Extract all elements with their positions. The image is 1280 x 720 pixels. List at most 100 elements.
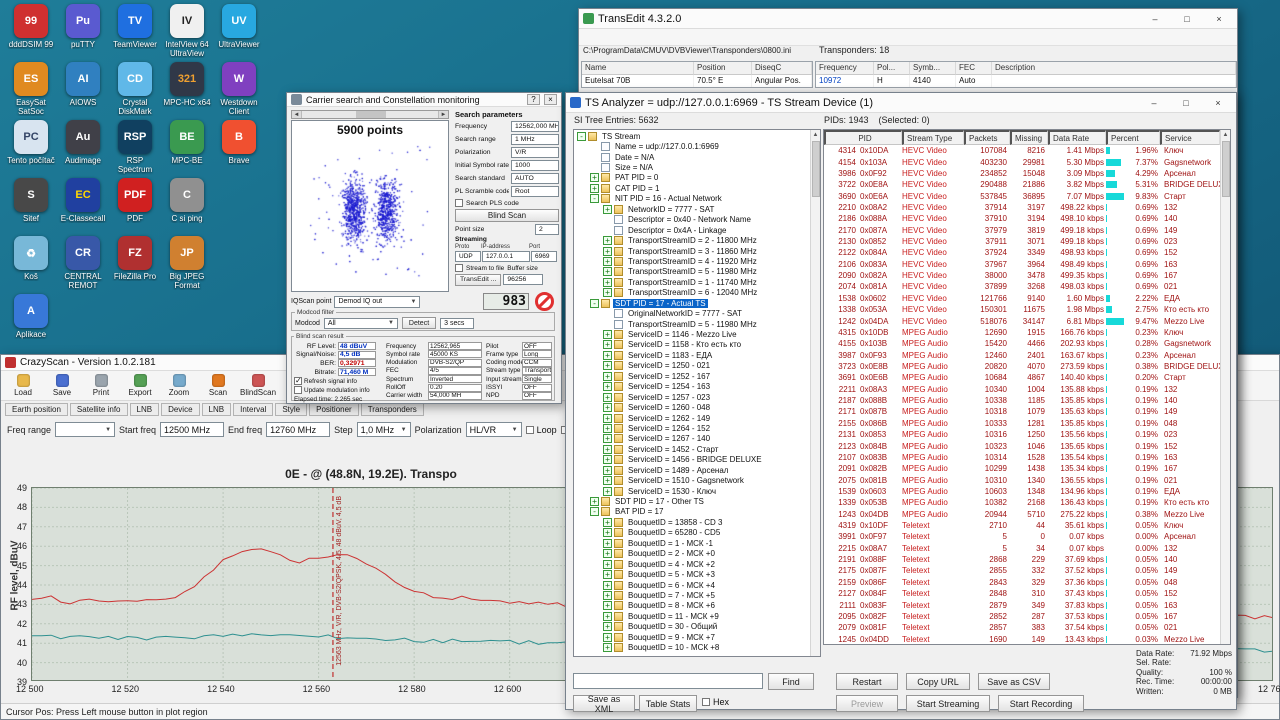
- scroll-right-icon[interactable]: ►: [438, 111, 448, 118]
- tree-item[interactable]: - TS Stream: [574, 131, 810, 141]
- detect-button[interactable]: Detect: [401, 317, 437, 329]
- scrollbar-thumb[interactable]: [811, 141, 820, 197]
- tree-item[interactable]: + TransportStreamID = 5 - 11980 MHz: [574, 267, 810, 277]
- pid-row[interactable]: 2111 0x083F Teletext 2879 349 37.83 kbps…: [839, 600, 1178, 610]
- tree-item[interactable]: + ServiceID = 1452 - Старт: [574, 444, 810, 454]
- desktop-icon[interactable]: TV TeamViewer: [110, 4, 160, 49]
- step-select[interactable]: 1,0 MHz ▼: [356, 422, 411, 437]
- tree-item[interactable]: TransportStreamID = 5 - 11980 MHz: [574, 319, 810, 329]
- tree-expander[interactable]: +: [590, 183, 599, 193]
- tree-item[interactable]: + ServiceID = 1158 - Кто есть кто: [574, 340, 810, 350]
- tree-expander[interactable]: +: [603, 204, 612, 214]
- tree-item[interactable]: + BouquetID = 8 - МСК +6: [574, 601, 810, 611]
- save-as-csv-button[interactable]: Save as CSV: [978, 673, 1050, 690]
- pid-row[interactable]: 1242 0x04DA HEVC Video 518076 34147 6.81…: [838, 316, 1205, 326]
- tree-item[interactable]: + BouquetID = 1 - МСК -1: [574, 538, 810, 548]
- pid-row[interactable]: 2106 0x083A HEVC Video 37967 3964 498.49…: [838, 259, 1178, 269]
- tree-expander[interactable]: +: [603, 350, 612, 360]
- tree-scrollbar[interactable]: ▲: [810, 130, 820, 656]
- detect-interval-input[interactable]: 3 secs: [440, 317, 475, 329]
- satellite-row-cell[interactable]: 70.5° E: [694, 75, 752, 87]
- transedit-titlebar[interactable]: TransEdit 4.3.2.0 – □ ×: [579, 9, 1237, 29]
- desktop-icon[interactable]: W Westdown Client: [214, 62, 264, 116]
- crazyscan-tab[interactable]: Device: [161, 403, 200, 416]
- tree-item[interactable]: + BouquetID = 10 - МСК +8: [574, 642, 810, 653]
- tree-expander[interactable]: +: [603, 476, 612, 486]
- toolbar-button[interactable]: BlindScan: [239, 372, 277, 400]
- tree-item[interactable]: OriginalNetworkID = 7777 - SAT: [574, 308, 810, 319]
- toolbar-button[interactable]: Zoom: [161, 372, 197, 400]
- pid-row[interactable]: 1339 0x053B MPEG Audio 10382 2168 136.43…: [838, 498, 1210, 508]
- tree-item[interactable]: + ServiceID = 1252 - 167: [574, 371, 810, 381]
- tree-item[interactable]: + ServiceID = 1530 - Ключ: [574, 486, 810, 496]
- pid-row[interactable]: 3722 0x0E8A HEVC Video 290488 21886 3.82…: [838, 180, 1220, 190]
- pid-row[interactable]: 2210 0x08A2 HEVC Video 37914 3197 498.22…: [838, 202, 1178, 212]
- column-header-percent[interactable]: Percent: [1106, 130, 1160, 145]
- column-header[interactable]: Pol...: [874, 62, 910, 75]
- tree-item[interactable]: + ServiceID = 1183 - ЕДА: [574, 350, 810, 360]
- point-size-select[interactable]: 2: [535, 224, 559, 235]
- tree-expander[interactable]: +: [603, 423, 612, 433]
- tree-item[interactable]: + TransportStreamID = 3 - 11860 MHz: [574, 246, 810, 256]
- pid-row[interactable]: 1338 0x053A HEVC Video 150301 11675 1.98…: [838, 305, 1210, 315]
- desktop-icon[interactable]: Au Audimage: [58, 120, 108, 165]
- tree-expander[interactable]: +: [603, 246, 612, 256]
- save-as-xml-button[interactable]: Save as XML: [573, 694, 635, 714]
- refresh-signal-checkbox[interactable]: Refresh signal info: [294, 376, 382, 386]
- transponder-row-cell[interactable]: 4140: [910, 75, 956, 87]
- pid-row[interactable]: 2123 0x084B MPEG Audio 10323 1046 135.65…: [838, 441, 1178, 451]
- pid-row[interactable]: 1538 0x0602 HEVC Video 121766 9140 1.60 …: [838, 293, 1181, 303]
- toolbar-button[interactable]: Load: [5, 372, 41, 400]
- desktop-icon[interactable]: ♻ Koš: [6, 236, 56, 281]
- freq-range-select[interactable]: ▼: [55, 422, 116, 437]
- tree-item[interactable]: + BouquetID = 6 - МСК +4: [574, 580, 810, 590]
- carrier-param-value[interactable]: 45000 KS: [428, 350, 482, 359]
- tree-item[interactable]: Descriptor = 0x4A - Linkage: [574, 225, 810, 235]
- pid-row[interactable]: 1243 0x04DB MPEG Audio 20944 5710 275.22…: [838, 509, 1205, 519]
- pid-row[interactable]: 1245 0x04DD Teletext 1690 149 13.43 kbps…: [838, 634, 1205, 644]
- tree-expander[interactable]: -: [590, 507, 599, 517]
- desktop-icon[interactable]: PDF PDF: [110, 178, 160, 223]
- tree-item[interactable]: + CAT PID = 1: [574, 183, 810, 193]
- toolbar-button[interactable]: Save: [44, 372, 80, 400]
- port-input[interactable]: 6969: [531, 251, 557, 262]
- tree-expander[interactable]: -: [590, 298, 599, 308]
- tree-item[interactable]: + ServiceID = 1267 - 140: [574, 434, 810, 444]
- search-param-input[interactable]: V/R: [511, 147, 559, 158]
- pid-row[interactable]: 2130 0x0852 HEVC Video 37911 3071 499.18…: [838, 237, 1178, 247]
- table-stats-button[interactable]: Table Stats: [639, 695, 697, 712]
- tree-item[interactable]: + BouquetID = 2 - МСК +0: [574, 549, 810, 559]
- pid-row[interactable]: 2155 0x086B MPEG Audio 10333 1281 135.85…: [838, 418, 1178, 428]
- start-streaming-button[interactable]: Start Streaming: [906, 695, 990, 712]
- desktop-icon[interactable]: C C si ping: [162, 178, 212, 223]
- tree-expander[interactable]: +: [603, 632, 612, 642]
- pid-row[interactable]: 2075 0x081B MPEG Audio 10310 1340 136.55…: [838, 475, 1178, 485]
- column-header[interactable]: Position: [694, 62, 752, 75]
- tree-item[interactable]: + ServiceID = 1262 - 149: [574, 413, 810, 423]
- pid-row[interactable]: 2131 0x0853 MPEG Audio 10316 1250 135.56…: [838, 430, 1178, 440]
- tree-expander[interactable]: +: [603, 643, 612, 653]
- pid-row[interactable]: 4314 0x10DA HEVC Video 107084 8216 1.41 …: [838, 146, 1184, 156]
- tree-expander[interactable]: +: [603, 267, 612, 277]
- pid-row[interactable]: 2079 0x081F Teletext 2857 383 37.54 kbps…: [838, 623, 1178, 633]
- desktop-icon[interactable]: 321 MPC-HC x64: [162, 62, 212, 107]
- column-header-stream-type[interactable]: Stream Type: [902, 130, 964, 145]
- tree-item[interactable]: + NetworkID = 7777 - SAT: [574, 204, 810, 214]
- scroll-left-icon[interactable]: ◄: [292, 111, 302, 118]
- desktop-icon[interactable]: CD Crystal DiskMark: [110, 62, 160, 116]
- scroll-up-icon[interactable]: ▲: [1222, 132, 1229, 138]
- carrier-param-value[interactable]: 4/5: [428, 366, 482, 375]
- pid-row[interactable]: 2095 0x082F Teletext 2852 287 37.53 kbps…: [838, 611, 1178, 621]
- carrier-flag-value[interactable]: Single: [522, 375, 552, 384]
- pid-row[interactable]: 4319 0x10DF Teletext 2710 44 35.61 kbps …: [838, 521, 1184, 531]
- carrier-flag-value[interactable]: CCM: [522, 358, 552, 367]
- carrier-param-value[interactable]: 54,000 MH: [428, 391, 482, 400]
- pid-row[interactable]: 2122 0x084A HEVC Video 37924 3349 498.93…: [838, 248, 1178, 258]
- tree-item[interactable]: Descriptor = 0x40 - Network Name: [574, 215, 810, 225]
- pid-row[interactable]: 4154 0x103A HEVC Video 403230 29981 5.30…: [838, 157, 1212, 167]
- tree-expander[interactable]: +: [603, 611, 612, 621]
- loop-checkbox[interactable]: Loop: [525, 425, 557, 435]
- transponder-row-cell[interactable]: 10972: [816, 75, 874, 87]
- column-header[interactable]: Name: [582, 62, 694, 75]
- tree-expander[interactable]: +: [603, 601, 612, 611]
